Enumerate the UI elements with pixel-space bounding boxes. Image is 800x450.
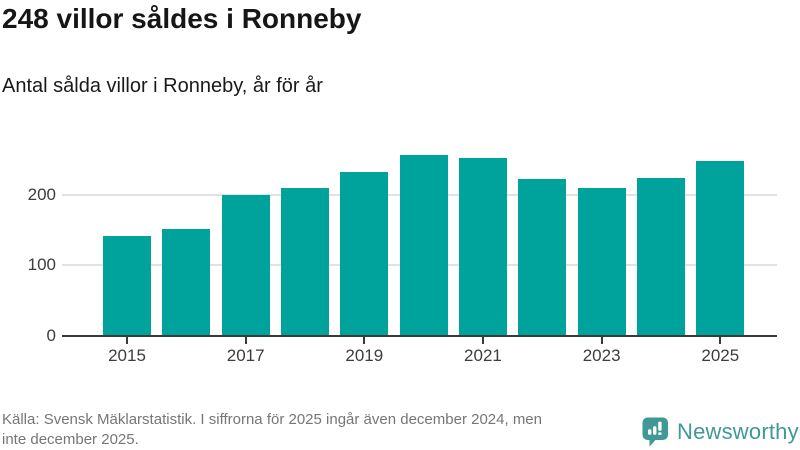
x-tick-2025 [719, 337, 722, 344]
bar-2021 [458, 158, 507, 336]
chart-title: 248 villor såldes i Ronneby [2, 3, 362, 34]
bar-2020 [399, 154, 448, 336]
newsworthy-bubble-chart-icon [642, 417, 669, 447]
bar-2025 [696, 160, 745, 336]
bar-2022 [518, 179, 567, 336]
newsworthy-logo: Newsworthy [642, 417, 799, 447]
x-axis-line [62, 334, 777, 337]
x-axis-label-2025: 2025 [701, 346, 740, 365]
source-note-line-2: inte december 2025. [2, 431, 139, 448]
x-axis-label-2017: 2017 [226, 346, 265, 365]
x-tick-2017 [244, 337, 247, 344]
bar-2016 [162, 229, 211, 336]
x-axis-label-2015: 2015 [108, 346, 146, 365]
x-tick-2019 [363, 337, 366, 344]
newsworthy-wordmark: Newsworthy [677, 419, 799, 444]
bar-2019 [340, 172, 389, 336]
bar-2017 [221, 194, 270, 336]
x-tick-2023 [600, 337, 603, 344]
x-axis-label-2021: 2021 [464, 346, 502, 365]
x-tick-2021 [481, 337, 484, 344]
bar-2023 [577, 187, 626, 336]
bar-2024 [636, 177, 685, 336]
x-axis-label-2023: 2023 [582, 346, 621, 365]
y-axis-label-200: 200 [27, 184, 56, 204]
x-axis-label-2019: 2019 [345, 346, 384, 365]
source-note: Källa: Svensk Mäklarstatistik. I siffror… [2, 410, 542, 450]
bar-2018 [280, 187, 329, 336]
y-axis-label-0: 0 [46, 326, 56, 345]
y-axis-label-100: 100 [27, 255, 56, 275]
chart-subtitle: Antal sålda villor i Ronneby, år för år [2, 75, 323, 97]
source-note-line-1: Källa: Svensk Mäklarstatistik. I siffror… [2, 411, 542, 428]
x-tick-2015 [126, 337, 128, 344]
bar-2015 [103, 236, 151, 336]
